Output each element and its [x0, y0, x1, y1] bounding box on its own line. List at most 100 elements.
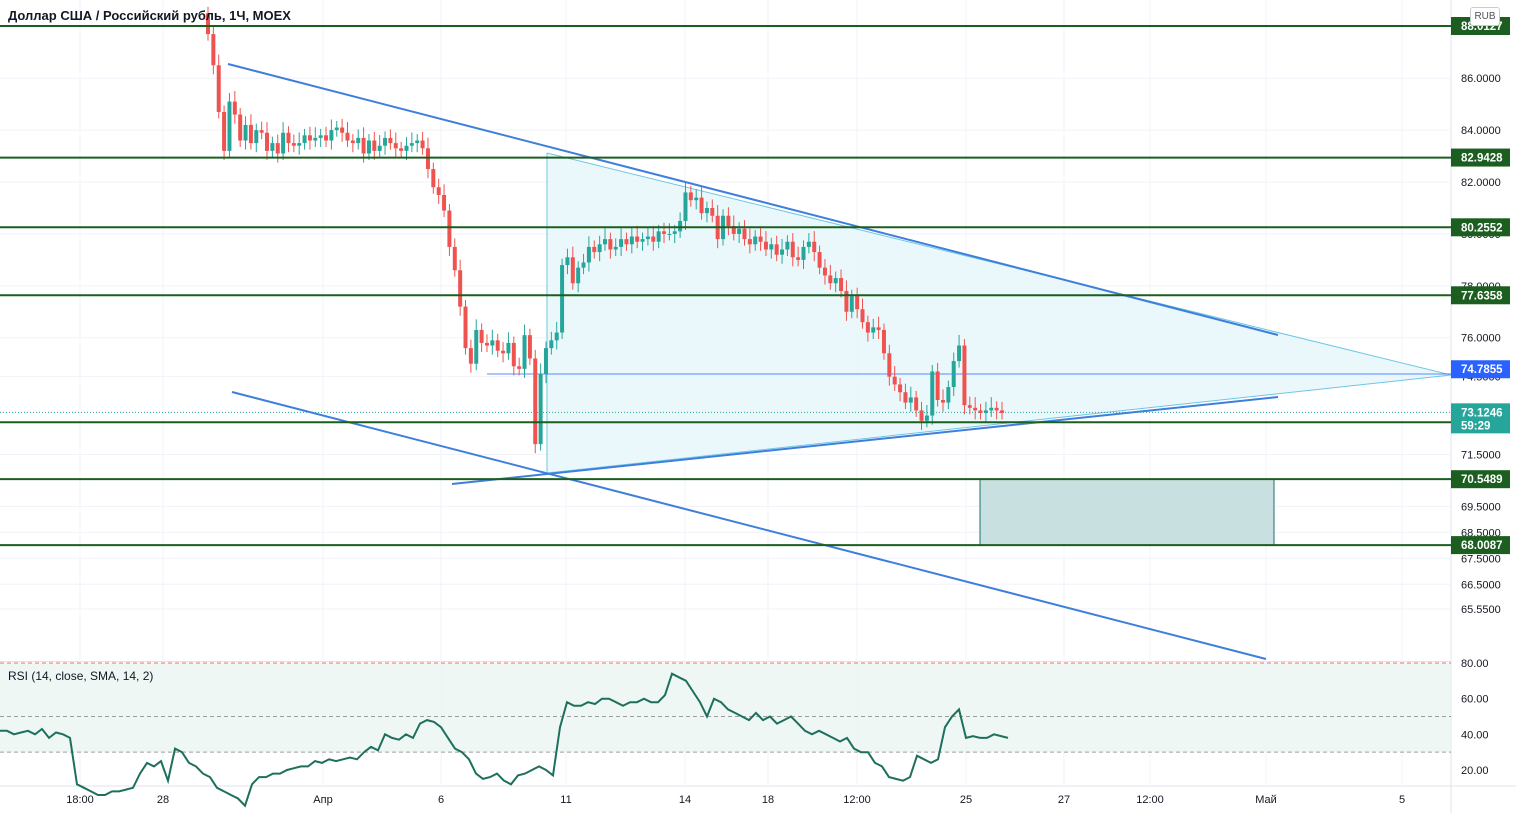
candle-body: [619, 239, 624, 247]
candle-body: [259, 130, 264, 133]
x-tick-label: 12:00: [843, 794, 871, 806]
x-tick-label: 25: [960, 794, 972, 806]
y-tick-label: 84.0000: [1461, 125, 1501, 137]
target-zone-rect: [979, 478, 1275, 546]
candle-body: [651, 236, 656, 242]
support-trendline: [451, 396, 1279, 485]
candle-body: [377, 145, 382, 151]
x-tick-label: 18:00: [66, 794, 94, 806]
candle-body: [586, 246, 591, 263]
candle-body: [474, 329, 479, 364]
candle-body: [216, 65, 221, 112]
y-tick-label: 69.5000: [1461, 501, 1501, 513]
candle-body: [533, 358, 538, 445]
candle-body: [232, 101, 237, 115]
candle-body: [329, 130, 334, 141]
candle-body: [603, 239, 607, 245]
candle-body: [570, 257, 575, 284]
candle-body: [420, 140, 425, 149]
candle-body: [758, 236, 763, 242]
candle-body: [275, 143, 280, 154]
candle-body: [393, 143, 398, 149]
y-tick-label: 76.0000: [1461, 333, 1501, 345]
candle-body: [694, 197, 699, 201]
channel-trendline: [231, 391, 1267, 660]
candle-body: [484, 342, 489, 346]
candle-body: [817, 252, 822, 268]
candle-body: [302, 135, 307, 144]
triangle-edge: [546, 374, 1451, 474]
candle-body: [361, 137, 366, 154]
candle-body: [806, 241, 811, 247]
level-tag: [1451, 218, 1510, 237]
candle-body: [812, 241, 817, 253]
candle-body: [849, 296, 854, 312]
currency-button[interactable]: RUB: [1470, 7, 1500, 26]
candle-body: [447, 210, 452, 247]
candle-body: [522, 335, 527, 369]
candle-body: [742, 228, 747, 240]
candle-body: [967, 405, 972, 408]
candle-body: [785, 241, 790, 250]
candle-body: [286, 132, 291, 144]
candle-body: [613, 246, 618, 250]
level-tag: [1451, 470, 1510, 489]
candle-body: [227, 101, 232, 151]
y-tick-label: 66.5000: [1461, 579, 1501, 591]
candle-body: [388, 137, 393, 144]
candle-body: [983, 410, 988, 413]
candle-body: [924, 415, 929, 421]
blue-price-tag: [1451, 360, 1510, 379]
candle-body: [1000, 410, 1004, 413]
candle-body: [731, 226, 736, 234]
countdown-label: 59:29: [1461, 420, 1490, 432]
candle-body: [350, 140, 355, 144]
candle-body: [645, 236, 650, 240]
rsi-line: [0, 672, 1009, 808]
x-tick-label: 27: [1058, 794, 1070, 806]
candle-body: [892, 376, 897, 385]
candle-body: [704, 207, 709, 214]
candle-body: [919, 410, 924, 421]
x-tick-label: Май: [1255, 794, 1277, 806]
candle-body: [876, 327, 881, 330]
candle-body: [372, 140, 377, 151]
candle-body: [366, 140, 371, 154]
candle-body: [452, 246, 457, 271]
level-tag-label: 70.5489: [1461, 474, 1503, 486]
candle-body: [989, 407, 994, 411]
candle-body: [334, 127, 339, 131]
candle-body: [415, 140, 420, 144]
candle-body: [238, 114, 243, 141]
candle-body: [667, 233, 672, 235]
candle-body: [801, 246, 806, 260]
candle-body: [908, 397, 913, 403]
candle-body: [211, 34, 216, 66]
candle-body: [313, 137, 318, 141]
candle-body: [506, 342, 511, 354]
candle-body: [833, 278, 838, 284]
candle-body: [511, 342, 516, 367]
candle-body: [860, 309, 865, 323]
candle-body: [265, 132, 270, 151]
candle-body: [855, 296, 860, 310]
candle-body: [624, 239, 629, 245]
x-tick-label: 6: [438, 794, 444, 806]
x-tick-label: 14: [679, 794, 691, 806]
rsi-tick-label: 20.00: [1461, 765, 1489, 777]
candle-body: [635, 236, 640, 242]
candle-body: [994, 407, 999, 411]
candle-body: [501, 350, 506, 354]
candle-body: [844, 291, 849, 312]
candle-body: [930, 371, 935, 416]
x-tick-label: 28: [157, 794, 169, 806]
candle-body: [527, 335, 532, 359]
candle-body: [683, 192, 688, 221]
candle-body: [495, 340, 500, 351]
candle-body: [399, 148, 404, 151]
candle-body: [935, 371, 940, 401]
candle-body: [576, 267, 581, 284]
candle-body: [699, 197, 704, 214]
candle-body: [356, 137, 361, 144]
